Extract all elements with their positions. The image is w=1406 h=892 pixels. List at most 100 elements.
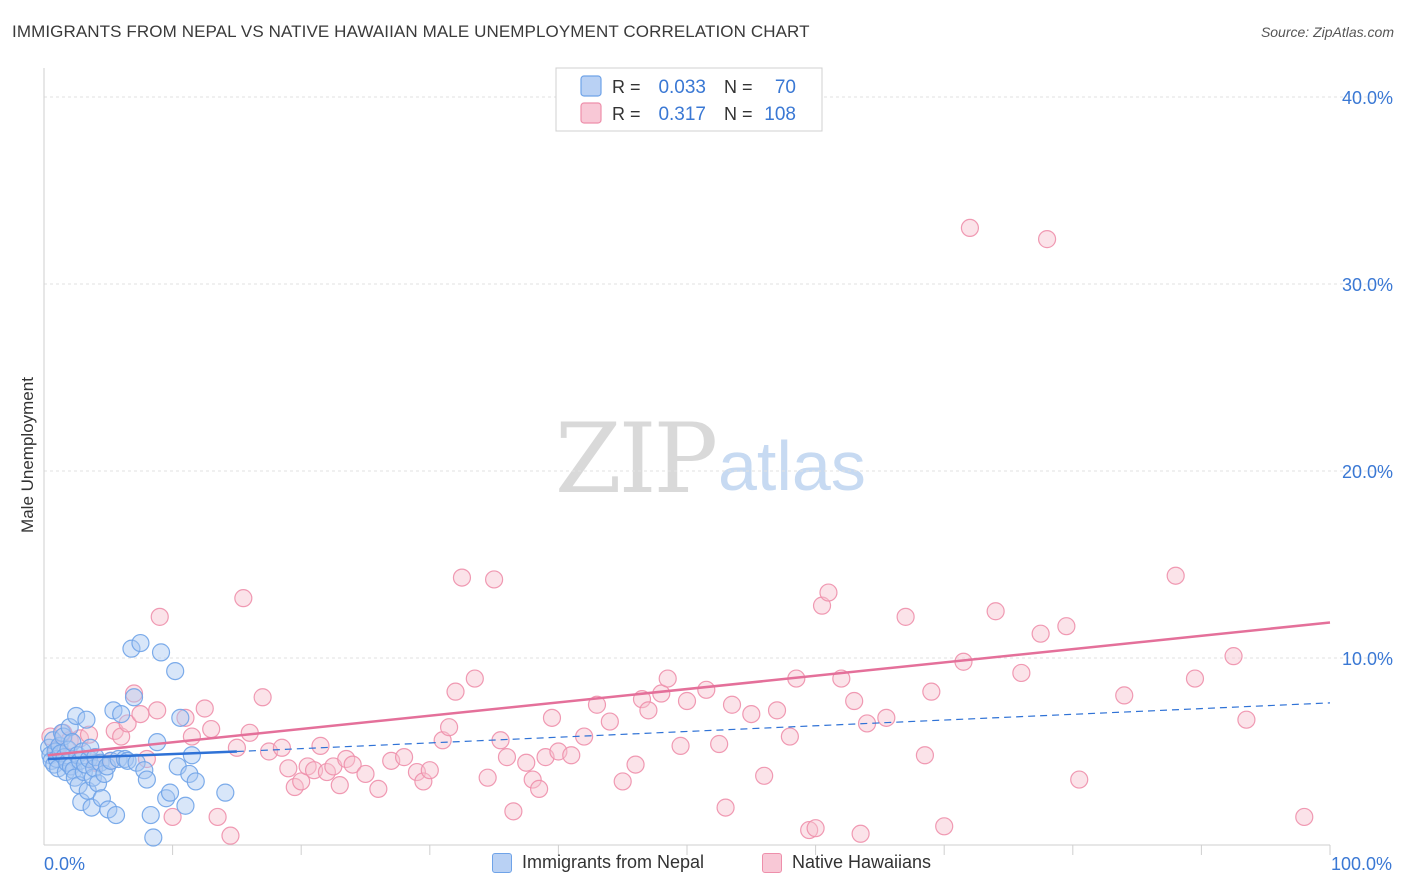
nepal-points [41,218,1314,845]
watermark-atlas: atlas [718,427,866,505]
hawaiian-point [1224,647,1243,666]
hawaiian-point [118,714,137,733]
hawaiian-point [960,218,980,237]
hawaiian-point [697,680,716,699]
legend-r-value-nepal: 0.033 [658,77,706,98]
hawaiian-point [1237,710,1256,729]
hawaiian-point [311,736,330,755]
hawaiian-point [394,748,414,767]
legend-swatch-hawaiian [580,102,602,124]
nepal-point [83,768,102,787]
hawaiian-point [986,602,1005,621]
hawaiian-point [812,596,832,615]
legend-swatch-nepal [580,75,602,97]
hawaiian-point [343,755,362,774]
legend-n-label-hawaiian: N = [724,104,753,124]
hawaiian-point [722,695,742,714]
nepal-point [88,774,108,793]
nepal-point [180,764,199,784]
hawaiian-point [1070,770,1089,789]
hawaiian-point [922,682,941,701]
chart-title: IMMIGRANTS FROM NEPAL VS NATIVE HAWAIIAN… [12,22,810,41]
hawaiian-point [131,704,150,724]
hawaiian-point [433,731,452,750]
legend-n-label-nepal: N = [724,77,753,97]
hawaiian-point [504,802,523,821]
y-tick-label-10: 10.0% [1342,649,1393,669]
hawaiian-point [497,748,517,767]
legend-series: Immigrants from Nepal Native Hawaiians [0,852,1406,880]
hawaiian-point [182,727,201,746]
nepal-point [176,796,195,815]
x-tick-label-min: 0.0% [44,854,85,874]
hawaiian-point [148,701,167,720]
hawaiian-point [202,719,221,739]
x-tick-labels: 0.0% 100.0% [44,854,1392,874]
watermark-zip: ZIP [555,403,716,515]
hawaiian-point [587,695,607,714]
nepal-point [171,708,190,727]
hawaiian-point [530,779,549,799]
nepal-point [67,706,86,726]
hawaiian-point [485,570,504,589]
hawaiian-point [446,682,465,701]
nepal-point [72,792,91,812]
hawaiian-point [279,759,298,778]
legend-swatch-nepal-bottom [492,852,512,873]
legend-n-value-nepal: 70 [775,77,796,98]
legend-swatch-hawaiian-bottom [762,852,782,873]
hawaiian-point [227,738,246,757]
hawaiian-point [542,708,562,727]
hawaiian-point [478,768,497,787]
legend-n-value-hawaiian: 108 [764,104,796,125]
hawaiian-point [600,712,619,731]
hawaiian-point [452,568,472,587]
hawaiian-point [523,770,542,789]
hawaiian-point [935,817,954,836]
gridlines [44,96,1390,659]
hawaiian-point [414,772,433,791]
nepal-point [92,789,111,808]
nepal-point [124,688,144,707]
legend-r-label-hawaiian: R = [612,104,641,124]
hawaiian-point [272,738,292,757]
nepal-point [77,710,96,729]
y-tick-labels: 10.0% 20.0% 30.0% 40.0% [1342,88,1393,669]
nepal-point [122,639,141,658]
hawaiian-point [465,669,484,688]
y-tick-label-30: 30.0% [1342,275,1393,295]
hawaiian-point [658,669,677,688]
hawaiian-point [851,824,870,843]
nepal-point [186,772,205,791]
hawaiian-point [79,725,99,744]
nepal-point [109,749,128,769]
hawaiian-point [767,701,787,720]
nepal-point [166,661,185,681]
nepal-point [106,805,126,825]
y-tick-label-20: 20.0% [1342,462,1393,482]
nepal-point [131,633,150,653]
nepal-points-blue [40,633,235,847]
hawaiian-point [915,746,935,765]
hawaiian-point [517,753,536,772]
nepal-point [141,805,160,825]
hawaiian-point [1012,663,1031,683]
hawaiian-point [163,807,182,827]
hawaiian-point [369,779,388,799]
nepal-point [182,746,201,765]
hawaiian-point [780,727,799,746]
nepal-trend-line-dashed [236,702,1331,753]
y-tick-label-40: 40.0% [1342,88,1393,108]
nepal-point [144,828,163,847]
nepal-point [60,718,79,737]
hawaiian-point [671,736,690,755]
x-tick-label-max: 100.0% [1331,854,1392,874]
trend-lines [47,621,1331,761]
hawaiian-point [195,699,214,718]
hawaiian-trend-line [47,621,1331,757]
nepal-point [151,643,171,662]
hawaiian-point [626,755,645,774]
legend-item-hawaiian: Native Hawaiians [762,852,931,873]
nepal-point [112,704,131,724]
